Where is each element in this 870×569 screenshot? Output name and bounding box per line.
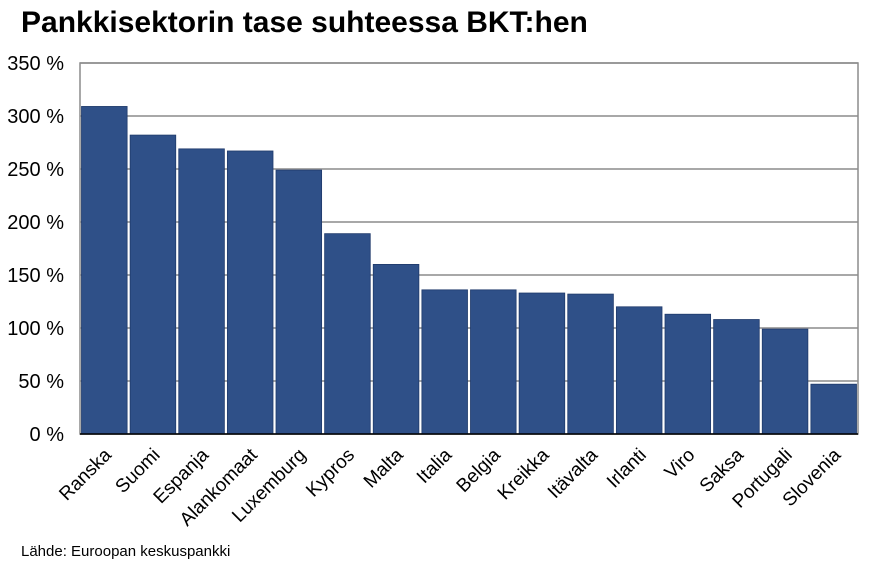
y-tick-label: 250 % — [7, 159, 64, 181]
y-tick-label: 350 % — [7, 53, 64, 75]
x-tick-label: Ranska — [55, 444, 116, 505]
bar-luxemburg — [275, 169, 323, 435]
y-tick-label: 300 % — [7, 106, 64, 128]
bar-portugali — [761, 328, 809, 435]
bar-slovenia — [810, 383, 857, 435]
bar-viro — [664, 313, 712, 435]
y-tick-label: 200 % — [7, 212, 64, 234]
bar-malta — [372, 263, 420, 435]
bar-saksa — [713, 319, 760, 435]
bar-kreikka — [518, 292, 566, 435]
x-tick-label: Viro — [661, 445, 700, 484]
bar-irlanti — [615, 306, 663, 435]
y-tick-label: 0 % — [30, 424, 65, 446]
bar-kypros — [324, 233, 371, 435]
y-tick-label: 100 % — [7, 318, 64, 340]
y-tick-label: 50 % — [18, 371, 64, 393]
bar-alankomaat — [226, 150, 274, 435]
bar-itävalta — [567, 293, 614, 435]
x-tick-label: Kreikka — [494, 444, 554, 504]
x-tick-label: Italia — [413, 444, 457, 488]
bar-ranska — [81, 106, 128, 435]
bar-belgia — [470, 289, 517, 435]
y-tick-label: 150 % — [7, 265, 64, 287]
source-note: Lähde: Euroopan keskuspankki — [21, 543, 231, 560]
bar-suomi — [129, 134, 177, 435]
bar-espanja — [178, 148, 225, 435]
x-tick-label: Malta — [360, 444, 408, 492]
x-tick-label: Kypros — [302, 445, 359, 502]
bar-italia — [421, 289, 468, 435]
x-tick-label: Itävalta — [544, 444, 602, 502]
x-tick-label: Irlanti — [603, 445, 651, 493]
chart-title: Pankkisektorin tase suhteessa BKT:hen — [21, 6, 588, 39]
